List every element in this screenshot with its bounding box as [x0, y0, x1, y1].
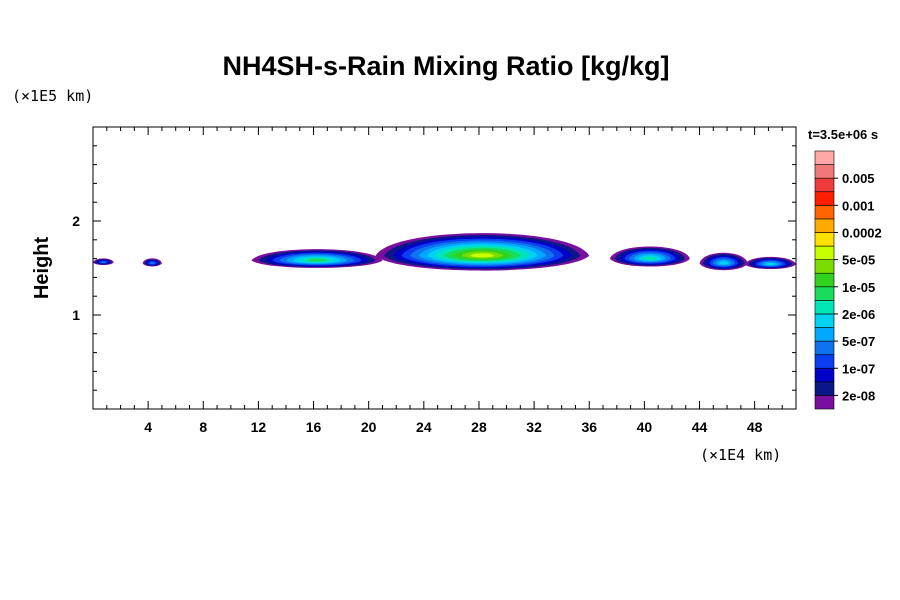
contour-level-7 — [643, 256, 657, 260]
colorbar-cell — [814, 191, 835, 206]
colorbar-cell — [814, 245, 835, 260]
x-tick-label: 12 — [251, 419, 267, 435]
colorbar-cell — [814, 272, 835, 288]
colorbar-label: 5e-05 — [842, 253, 875, 268]
colorbar-label: 2e-06 — [842, 307, 875, 322]
colorbar-label: 0.0002 — [842, 225, 882, 240]
colorbar-cell — [814, 395, 835, 410]
contour-fill — [93, 233, 796, 271]
contour-level-4 — [149, 262, 155, 265]
colorbar-label: 0.005 — [842, 171, 875, 186]
x-axis-tick-labels: 4 8 12 16 20 24 28 32 36 40 44 48 — [144, 419, 762, 435]
colorbar-cell — [814, 300, 835, 315]
x-tick-label: 20 — [361, 419, 377, 435]
colorbar-cell — [814, 313, 835, 328]
contour-blob-3 — [375, 233, 590, 271]
colorbar-cell — [814, 177, 835, 193]
colorbar-cell — [814, 164, 835, 179]
x-tick-label: 4 — [144, 419, 152, 435]
contour-blob-5 — [699, 252, 748, 271]
colorbar-cell — [814, 354, 835, 369]
y-axis-ticks — [93, 145, 796, 391]
colorbar-cell — [814, 367, 835, 383]
x-axis-unit: (×1E4 km) — [700, 446, 781, 464]
y-axis-tick-labels: 12 — [72, 213, 80, 323]
colorbar-labels: 2e-08 1e-07 5e-07 2e-06 1e-05 5e-05 0.0002 0.00… — [834, 171, 882, 403]
x-axis-ticks — [106, 127, 783, 409]
plot-frame — [92, 126, 797, 410]
colorbar-label: 5e-07 — [842, 334, 875, 349]
colorbar-label: 1e-07 — [842, 361, 875, 376]
colorbar-cell — [814, 327, 835, 342]
x-tick-label: 44 — [692, 419, 708, 435]
colorbar-cell — [814, 286, 835, 301]
colorbar-cell — [814, 381, 835, 396]
contour-blob-0 — [93, 258, 114, 266]
contour-level-8 — [307, 258, 327, 262]
contour-blob-4 — [609, 246, 690, 267]
y-axis-unit: (×1E5 km) — [12, 87, 93, 105]
colorbar-cell — [814, 205, 835, 220]
x-tick-label: 24 — [416, 419, 432, 435]
colorbar-cell — [814, 150, 835, 165]
colorbar-cell — [814, 232, 835, 247]
x-tick-label: 48 — [747, 419, 763, 435]
contour-blob-1 — [142, 258, 162, 267]
y-tick-label: 2 — [72, 213, 80, 229]
x-tick-label: 32 — [526, 419, 542, 435]
colorbar-cell — [814, 259, 835, 274]
colorbar-cells — [814, 150, 835, 410]
colorbar-cell — [814, 218, 835, 233]
colorbar-label: 0.001 — [842, 198, 875, 213]
plot-area: 4 8 12 16 20 24 28 32 36 40 44 48 12 — [72, 126, 797, 435]
x-tick-label: 28 — [471, 419, 487, 435]
contour-level-6 — [719, 261, 729, 265]
time-label: t=3.5e+06 s — [808, 127, 878, 142]
contour-level-4 — [100, 261, 106, 264]
x-tick-label: 16 — [306, 419, 322, 435]
y-axis-label: Height — [31, 237, 53, 300]
x-tick-label: 8 — [199, 419, 207, 435]
x-tick-label: 36 — [581, 419, 597, 435]
contour-blob-6 — [745, 256, 796, 269]
contour-blob-2 — [251, 249, 383, 268]
colorbar-cell — [814, 340, 835, 355]
colorbar-label: 1e-05 — [842, 280, 875, 295]
contour-level-6 — [765, 262, 776, 266]
colorbar-label: 2e-08 — [842, 388, 875, 403]
y-tick-label: 1 — [72, 307, 80, 323]
colorbar: 2e-08 1e-07 5e-07 2e-06 1e-05 5e-05 0.0002 0.00… — [814, 150, 882, 410]
x-tick-label: 40 — [637, 419, 653, 435]
contour-level-11 — [470, 253, 495, 258]
chart-title: NH4SH-s-Rain Mixing Ratio [kg/kg] — [222, 51, 669, 81]
